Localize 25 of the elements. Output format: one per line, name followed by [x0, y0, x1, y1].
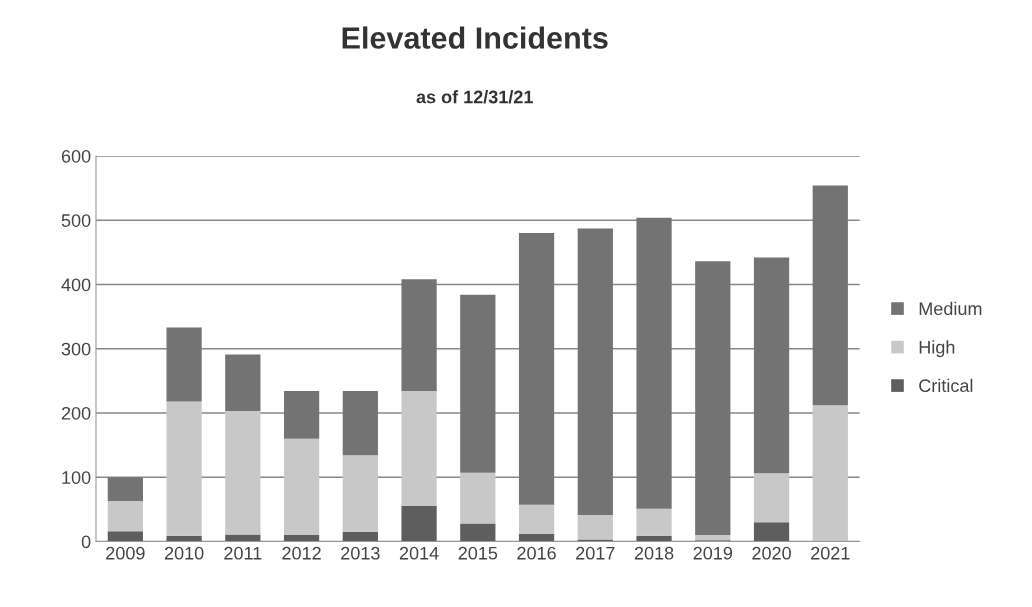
chart-subtitle: as of 12/31/21	[416, 90, 533, 104]
y-tick-label: 400	[61, 278, 91, 292]
x-tick-label: 2009	[106, 546, 145, 560]
chart-title: Elevated Incidents	[342, 26, 608, 49]
x-tick-label: 2018	[634, 546, 674, 560]
x-tick-label: 2021	[811, 546, 850, 560]
x-tick-label: 2015	[458, 546, 498, 560]
legend-label: High	[919, 340, 955, 358]
y-tick-label: 500	[61, 214, 91, 227]
x-tick-label: 2017	[576, 546, 615, 560]
y-tick-label: 100	[62, 471, 91, 484]
x-tick-label: 2019	[693, 546, 733, 560]
y-tick-label: 600	[61, 149, 91, 163]
y-tick-label: 0	[81, 535, 91, 549]
x-tick-label: 2016	[517, 546, 556, 560]
x-tick-label: 2010	[164, 546, 204, 560]
legend-label: Medium	[919, 301, 982, 316]
x-tick-label: 2014	[399, 546, 439, 560]
x-tick-label: 2012	[282, 546, 321, 560]
x-tick-label: 2013	[341, 546, 380, 560]
x-tick-label: 2011	[224, 546, 262, 560]
y-tick-label: 200	[61, 406, 91, 420]
legend-label: Critical	[919, 378, 973, 393]
x-tick-label: 2020	[752, 546, 791, 560]
y-tick-label: 300	[61, 342, 91, 356]
